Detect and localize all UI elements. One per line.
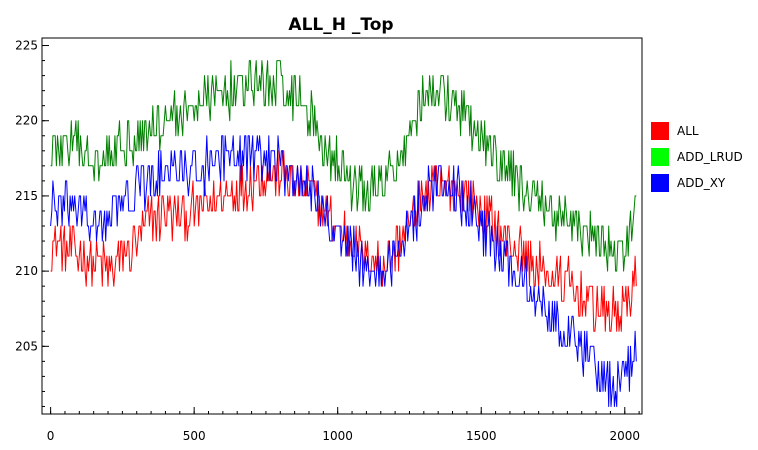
plot-area: 205 210 215 220 225 0 500 1000 1500 2000	[15, 37, 643, 443]
legend-swatch-add-lrud	[651, 148, 669, 166]
series-line-add-xy	[50, 135, 637, 407]
legend: ALL ADD_LRUD ADD_XY	[651, 122, 743, 192]
y-tick-label: 205	[15, 339, 38, 353]
x-tick-label: 1500	[466, 429, 497, 443]
series-line-add-lrud	[50, 60, 637, 272]
legend-label-all: ALL	[677, 124, 699, 138]
y-tick-label: 210	[15, 264, 38, 278]
y-tick-label: 225	[15, 39, 38, 53]
x-tick-label: 500	[183, 429, 206, 443]
y-tick-label: 215	[15, 189, 38, 203]
legend-swatch-add-xy	[651, 174, 669, 192]
legend-label-add-lrud: ADD_LRUD	[677, 150, 743, 164]
x-tick-label: 1000	[322, 429, 353, 443]
legend-swatch-all	[651, 122, 669, 140]
y-tick-label: 220	[15, 114, 38, 128]
x-tick-label: 2000	[610, 429, 641, 443]
legend-label-add-xy: ADD_XY	[677, 176, 726, 190]
x-tick-label: 0	[47, 429, 55, 443]
chart-title: ALL_H _Top	[288, 15, 393, 35]
